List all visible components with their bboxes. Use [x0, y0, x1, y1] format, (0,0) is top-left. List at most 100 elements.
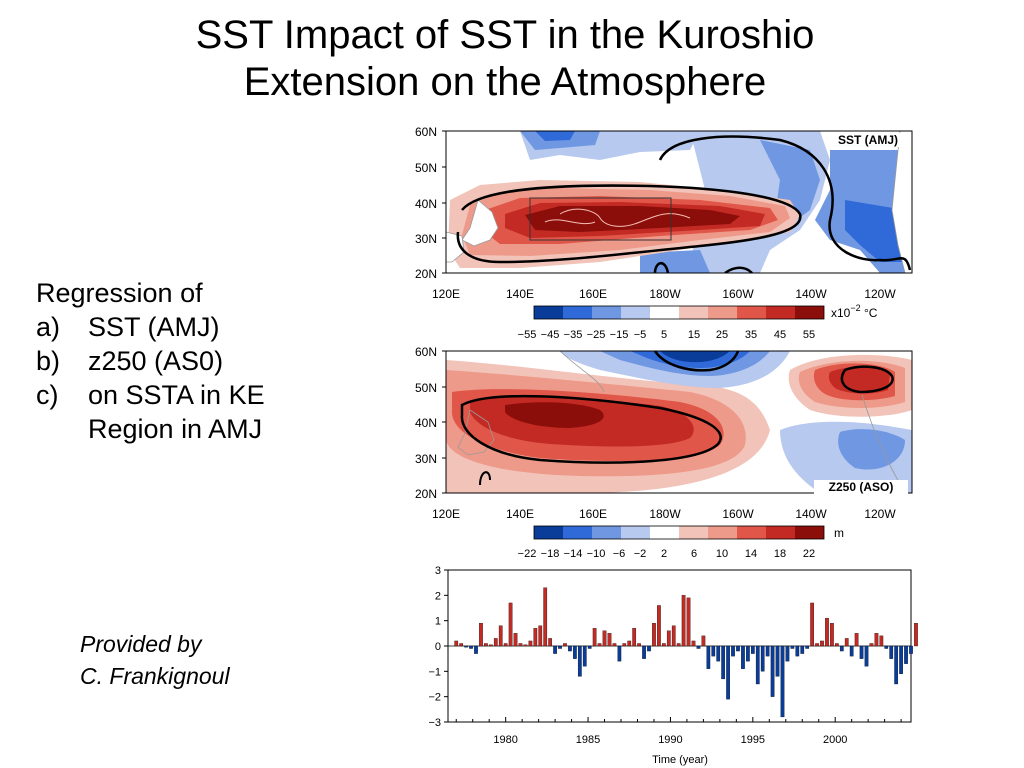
- bar: [577, 645, 582, 677]
- list-text: z250 (AS0): [88, 346, 224, 376]
- list-item: a) SST (AMJ): [36, 310, 265, 344]
- sst-lon-axis: 120E 140E 160E 180W 160W 140W 120W: [432, 287, 896, 301]
- bar: [666, 630, 671, 647]
- sst-map: SST (AMJ) 60N 50N 40N 30N 20N 120E 140E …: [415, 125, 913, 341]
- bar: [657, 605, 661, 647]
- lon-tick-label: 120E: [432, 507, 460, 521]
- bar: [602, 630, 607, 647]
- bar: [454, 640, 459, 647]
- bar: [790, 645, 795, 649]
- lat-tick-label: 50N: [415, 381, 437, 395]
- title-line-2: Extension on the Atmosphere: [243, 60, 767, 104]
- sst-colorbar-tick: 55: [803, 329, 815, 341]
- bar: [795, 645, 800, 657]
- slide-title: SST Impact of SST in the Kuroshio Extens…: [0, 12, 1010, 106]
- bar: [607, 633, 612, 647]
- bar: [874, 633, 879, 647]
- bar: [671, 625, 676, 647]
- bar: [736, 645, 740, 652]
- lat-tick-label: 60N: [415, 345, 437, 359]
- bar: [642, 645, 646, 659]
- regression-heading: Regression of: [36, 278, 203, 308]
- time-series-chart: 3 2 1 0 −1 −2 −3 1980 1985 1990 1995 2000 Time (ye…: [428, 565, 918, 766]
- bar: [696, 645, 701, 649]
- bar: [721, 645, 726, 680]
- sst-colorbar-tick: 45: [774, 329, 786, 341]
- bar: [543, 587, 548, 647]
- lat-tick-label: 40N: [415, 416, 437, 430]
- bar: [479, 623, 483, 647]
- z250-colorbar-tick: 2: [661, 548, 667, 560]
- bar: [815, 643, 819, 647]
- bar: [914, 623, 918, 647]
- z250-colorbar-tick: 10: [716, 548, 728, 560]
- y-tick-label: 1: [435, 616, 441, 628]
- y-tick-label: 0: [435, 641, 441, 653]
- bar: [474, 645, 478, 654]
- z250-shading: [446, 351, 912, 493]
- bar: [800, 645, 805, 654]
- bar: [820, 640, 824, 647]
- bar: [563, 643, 567, 647]
- lon-tick-label: 180W: [649, 287, 681, 301]
- lon-tick-label: 140W: [795, 507, 827, 521]
- bar: [592, 628, 597, 647]
- bar: [849, 645, 854, 657]
- x-tick-label: 1985: [576, 734, 600, 746]
- bar: [775, 645, 780, 677]
- y-tick-label: −1: [428, 666, 441, 678]
- bar: [488, 644, 493, 647]
- lon-tick-label: 160E: [579, 507, 607, 521]
- lon-tick-label: 160E: [579, 287, 607, 301]
- bar: [765, 645, 770, 657]
- x-axis-title: Time (year): [652, 754, 708, 766]
- bar: [879, 635, 884, 647]
- x-tick-label: 1980: [493, 734, 517, 746]
- bar: [612, 643, 617, 647]
- z250-panel-label-text: Z250 (ASO): [829, 480, 894, 494]
- bar: [459, 643, 464, 647]
- title-line-1: SST Impact of SST in the Kuroshio: [195, 13, 815, 57]
- z250-colorbar-tick: 6: [691, 548, 697, 560]
- y-tick-label: −2: [428, 692, 441, 704]
- bar: [869, 643, 874, 647]
- bar: [731, 645, 735, 657]
- bar: [899, 645, 903, 675]
- credit-line-2: C. Frankignoul: [80, 663, 230, 689]
- bar: [904, 645, 908, 664]
- sst-colorbar-tick: −15: [610, 329, 629, 341]
- bar: [859, 645, 864, 659]
- sst-colorbar-tick: −25: [587, 329, 606, 341]
- z250-colorbar-tick: −6: [613, 548, 626, 560]
- bar: [661, 643, 666, 647]
- bar: [746, 645, 750, 662]
- lon-tick-label: 140E: [506, 507, 534, 521]
- lon-tick-label: 140E: [506, 287, 534, 301]
- lat-tick-label: 20N: [415, 267, 437, 281]
- lon-tick-label: 120W: [864, 287, 896, 301]
- sst-colorbar-tick: 5: [661, 329, 667, 341]
- list-marker: b): [36, 346, 61, 376]
- y-tick-label: −3: [428, 717, 441, 729]
- lon-tick-label: 120W: [864, 507, 896, 521]
- lat-tick-label: 50N: [415, 161, 437, 175]
- lat-tick-label: 60N: [415, 125, 437, 139]
- bar: [741, 645, 745, 669]
- bar: [513, 633, 518, 647]
- bar: [493, 638, 498, 647]
- sst-colorbar-tick: −45: [541, 329, 560, 341]
- bar: [632, 628, 637, 647]
- sst-colorbar: x10−2 °C −55 −45 −35 −25 −15 −5 5 15 25 …: [518, 303, 878, 341]
- sst-colorbar-tick: 35: [745, 329, 757, 341]
- bar: [469, 645, 473, 649]
- lon-tick-label: 180W: [649, 507, 681, 521]
- bar: [686, 597, 691, 647]
- bar: [770, 645, 775, 697]
- bar: [691, 640, 696, 647]
- list-marker: c): [36, 380, 59, 410]
- bar: [785, 645, 790, 662]
- bar: [652, 623, 656, 647]
- z250-colorbar-tick: 22: [803, 548, 815, 560]
- x-tick-label: 1990: [658, 734, 682, 746]
- bar: [844, 638, 849, 647]
